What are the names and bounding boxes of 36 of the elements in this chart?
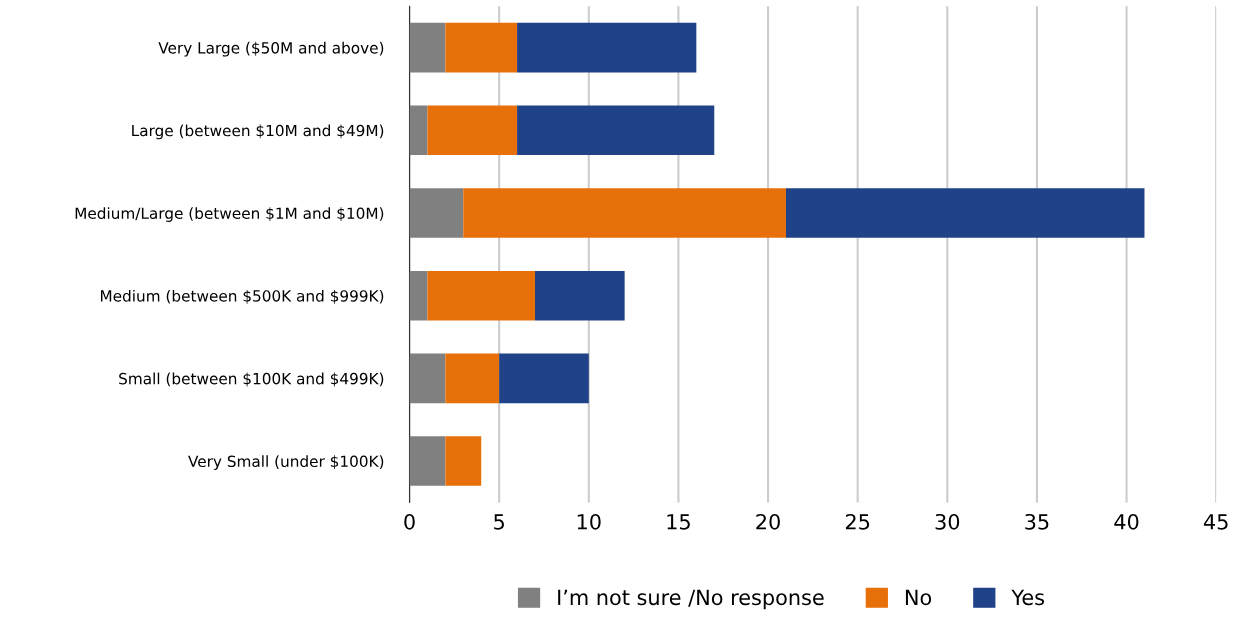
bar xyxy=(445,436,482,486)
x-tick-label: 10 xyxy=(577,513,601,530)
x-tick-label: 45 xyxy=(1203,514,1228,530)
x-tick-label: 15 xyxy=(667,514,690,530)
bar xyxy=(463,188,786,238)
bar xyxy=(517,22,697,73)
x-tick-label: 20 xyxy=(756,513,780,530)
y-tick-label: Very Small (under $100K) xyxy=(188,455,384,471)
y-tick-label: Small (between $100K and $499K) xyxy=(119,372,384,387)
bar xyxy=(499,353,589,404)
x-tick-label: 25 xyxy=(845,513,870,530)
x-tick-label: 35 xyxy=(1025,513,1049,530)
y-tick-label: Medium (between $500K and $999K) xyxy=(100,289,384,304)
bar xyxy=(409,270,428,321)
y-tick-label: Medium/Large (between $1M and $10M) xyxy=(75,207,384,222)
bar xyxy=(409,105,428,156)
bar xyxy=(445,353,500,404)
bar xyxy=(535,270,625,321)
y-tick-label: Very Large ($50M and above) xyxy=(158,41,384,57)
bar xyxy=(517,105,715,156)
bar xyxy=(427,270,536,321)
legend-label: Yes xyxy=(1011,589,1045,606)
x-tick-label: 40 xyxy=(1114,513,1139,530)
bar xyxy=(409,22,446,73)
bar xyxy=(427,105,518,156)
bar xyxy=(409,188,464,238)
bar xyxy=(785,188,1145,238)
x-tick-label: 30 xyxy=(935,513,960,530)
legend-label: No xyxy=(905,589,932,606)
bar xyxy=(445,22,518,73)
x-tick-label: 0 xyxy=(404,513,415,530)
legend-label: I’m not sure /No response xyxy=(558,589,824,610)
bar xyxy=(409,436,446,486)
y-tick-label: Large (between $10M and $49M) xyxy=(132,124,384,140)
bar xyxy=(409,353,446,404)
x-tick-label: 5 xyxy=(494,514,504,530)
